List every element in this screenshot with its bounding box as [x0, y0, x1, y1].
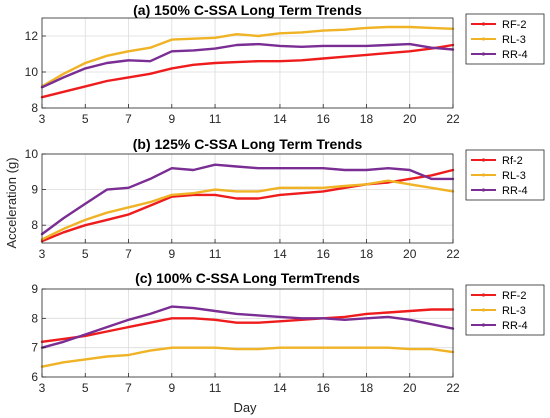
panel-a-legend-label-rl-3: RL-3: [502, 34, 526, 46]
panel-c-legend-label-rl-3: RL-3: [502, 305, 526, 317]
panel-b-x-tick-label: 14: [273, 247, 287, 261]
panel-b-x-tick-label: 16: [317, 247, 331, 261]
panel-c-plot-area: [42, 289, 453, 377]
panel-b-legend: Rf-2 RL-3 RR-4: [465, 149, 545, 201]
panel-a-x-tick-label: 14: [273, 112, 287, 126]
panel-b-y-tick-label: 9: [31, 183, 38, 197]
panel-c-x-tick-label: 5: [82, 381, 89, 395]
panel-b-title: (b) 125% C-SSA Long Term Trends: [133, 136, 363, 152]
panel-a-axes-frame: [41, 17, 454, 109]
panel-b-legend-label-rr-4: RR-4: [502, 185, 528, 197]
panel-b-x-tick-label: 22: [446, 247, 460, 261]
panel-a-legend-marker-rl-3: [481, 37, 486, 41]
panel-c-series-line-rf-2: [40, 308, 455, 343]
panel-a-legend: RF-2 RL-3 RR-4: [465, 13, 545, 65]
panel-b-legend-marker-rl-3: [481, 173, 486, 177]
panel-c-y-tick-label: 7: [31, 341, 38, 355]
panel-b-x-tick-label: 20: [403, 247, 417, 261]
panel-b-y-tick-label: 8: [31, 218, 38, 232]
panel-b-x-tick-label: 18: [360, 247, 374, 261]
panel-b-series-line-rr-4: [40, 163, 455, 236]
panel-b-x-tick-label: 3: [39, 247, 46, 261]
panel-b-series-line-rl-3: [40, 179, 455, 241]
panel-a-y-tick-label: 8: [31, 101, 38, 115]
panel-a-y-tick-label: 12: [25, 29, 39, 43]
panel-a-x-tick-label: 9: [168, 112, 175, 126]
panel-a-x-tick-label: 5: [82, 112, 89, 126]
panel-c-x-tick-label: 11: [209, 381, 222, 395]
panel-c-legend-marker-rr-4: [481, 323, 486, 327]
panel-c-axes-frame: [41, 288, 454, 378]
panel-c-x-tick-label: 16: [317, 381, 331, 395]
panel-a-x-tick-label: 20: [403, 112, 417, 126]
panel-b-legend-label-rl-3: RL-3: [502, 170, 526, 182]
panel-c-x-tick-label: 20: [403, 381, 417, 395]
panel-c-y-tick-label: 8: [31, 311, 38, 325]
panel-c-x-tick-label: 9: [168, 381, 175, 395]
panel-a-y-tick-label: 10: [25, 65, 39, 79]
panel-c-x-tick-label: 18: [360, 381, 374, 395]
panel-c-series-line-rr-4: [40, 305, 455, 349]
panel-c: 3 5 7 9 11 14 16 18 20 22 6 7 8 9 (c) 100% C-SSA Long …: [31, 270, 545, 395]
panel-a-legend-marker-rf-2: [481, 22, 486, 26]
panel-b-x-tick-label: 11: [209, 247, 222, 261]
panel-a-x-tick-label: 16: [317, 112, 331, 126]
panel-c-x-tick-label: 7: [125, 381, 132, 395]
panel-b-x-tick-label: 5: [82, 247, 89, 261]
panel-a-x-tick-label: 7: [125, 112, 132, 126]
panel-a-series-line-rf-2: [40, 43, 455, 99]
panel-c-x-tick-label: 14: [273, 381, 287, 395]
panel-c-series-line-rl-3: [40, 346, 455, 368]
panel-c-legend-marker-rf-2: [481, 293, 486, 297]
panel-a-series-line-rr-4: [40, 42, 455, 89]
panel-a-series-line-rl-3: [40, 25, 455, 88]
panel-a-legend-label-rf-2: RF-2: [502, 19, 526, 31]
panel-c-y-tick-label: 6: [31, 370, 38, 384]
x-axis-label: Day: [233, 400, 257, 415]
panel-b-x-tick-label: 7: [125, 247, 132, 261]
panel-a-title: (a) 150% C-SSA Long Term Trends: [133, 2, 362, 18]
panel-b: 3 5 7 9 11 14 16 18 20 22 8 9 10 (b) 125% C-SSA Long …: [25, 136, 545, 261]
panel-c-title: (c) 100% C-SSA Long TermTrends: [135, 270, 360, 286]
panel-a-x-tick-label: 3: [39, 112, 46, 126]
panel-c-legend-label-rf-2: RF-2: [502, 290, 526, 302]
panel-a-x-tick-label: 18: [360, 112, 374, 126]
panel-c-x-tick-label: 3: [39, 381, 46, 395]
panel-c-x-tick-label: 22: [446, 381, 460, 395]
panel-b-y-tick-label: 10: [25, 147, 39, 161]
y-axis-label: Acceleration (g): [4, 157, 19, 248]
panel-a-x-tick-label: 11: [209, 112, 222, 126]
panel-b-legend-label-rf-2: Rf-2: [502, 155, 523, 167]
panel-a-x-tick-label: 22: [446, 112, 460, 126]
panel-c-legend-marker-rl-3: [481, 308, 486, 312]
panel-b-legend-marker-rr-4: [481, 188, 486, 192]
panel-a-legend-marker-rr-4: [481, 52, 486, 56]
panel-c-y-tick-label: 9: [31, 282, 38, 296]
panel-c-legend: RF-2 RL-3 RR-4: [465, 284, 545, 336]
panel-b-series-line-rf-2: [40, 168, 455, 243]
panel-a-legend-label-rr-4: RR-4: [502, 49, 528, 61]
panel-a: 3 5 7 9 11 14 16 18 20 22 8 10 12 (a) 150% C-SSA Long…: [25, 2, 545, 126]
panel-b-legend-marker-rf-2: [481, 158, 486, 162]
panel-c-legend-label-rr-4: RR-4: [502, 320, 528, 332]
panel-b-axes-frame: [41, 153, 454, 244]
panel-b-x-tick-label: 9: [168, 247, 175, 261]
